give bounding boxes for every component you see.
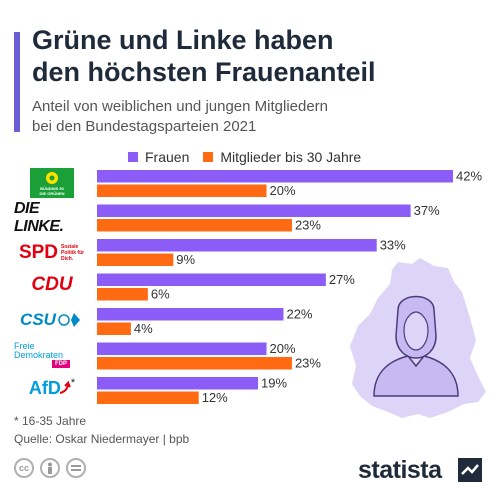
woman-icon xyxy=(373,295,459,397)
value-label-jung-6: 12% xyxy=(202,390,228,405)
license-icons: cc xyxy=(14,458,92,478)
by-icon[interactable] xyxy=(40,458,60,478)
bar-jung-2 xyxy=(97,253,174,266)
value-label-frauen-1: 37% xyxy=(414,203,440,218)
chart-subtitle: Anteil von weiblichen und jungen Mitglie… xyxy=(32,97,492,137)
title-line-1: Grüne und Linke haben xyxy=(32,25,334,55)
legend-label-jung: Mitglieder bis 30 Jahre xyxy=(220,149,362,165)
sunflower-icon xyxy=(46,172,58,184)
logo-afd: AfD * xyxy=(14,373,90,403)
bar-jung-5 xyxy=(97,357,292,370)
legend-swatch-jung xyxy=(203,152,214,162)
bar-frauen-2 xyxy=(97,239,377,252)
chart-legend: Frauen Mitglieder bis 30 Jahre xyxy=(128,148,375,166)
bar-frauen-0 xyxy=(97,170,453,183)
chart-title: Grüne und Linke haben den höchsten Fraue… xyxy=(32,24,492,88)
statista-logo-icon[interactable] xyxy=(458,458,482,482)
legend-swatch-frauen xyxy=(128,152,138,162)
value-label-jung-2: 9% xyxy=(176,252,195,267)
cc-icon[interactable]: cc xyxy=(14,458,34,478)
afd-asterisk: * xyxy=(70,377,76,389)
logo-spd: SPD Soziale Politik für Dich. xyxy=(14,238,90,268)
logo-csu: CSU xyxy=(14,305,90,335)
bar-frauen-4 xyxy=(97,308,284,321)
logo-fdp: Freie Demokraten FDP xyxy=(14,340,90,370)
logo-linke: DIE LINKE. xyxy=(14,200,90,235)
legend-item-jung: Mitglieder bis 30 Jahre xyxy=(203,149,361,165)
csu-logo-text: CSU xyxy=(20,310,56,329)
afd-arrow-icon xyxy=(59,381,71,394)
value-label-jung-0: 20% xyxy=(270,183,296,198)
bar-jung-3 xyxy=(97,288,148,301)
spd-logo-text: SPD xyxy=(18,242,59,263)
bar-frauen-1 xyxy=(97,204,411,217)
fdp-logo-line2: Demokraten xyxy=(14,350,64,360)
cdu-logo-text: CDU xyxy=(31,274,73,295)
title-line-2: den höchsten Frauenanteil xyxy=(32,57,376,87)
bar-frauen-3 xyxy=(97,273,326,286)
value-label-frauen-0: 42% xyxy=(456,169,482,184)
svg-text:BÜNDNIS 90: BÜNDNIS 90 xyxy=(40,186,65,191)
value-label-frauen-4: 22% xyxy=(286,307,312,322)
lion-icon xyxy=(58,313,80,327)
bar-jung-1 xyxy=(97,219,292,232)
subtitle-line-1: Anteil von weiblichen und jungen Mitglie… xyxy=(32,98,329,115)
linke-logo-text: DIE LINKE. xyxy=(14,200,64,235)
fdp-logo-line1: Freie xyxy=(14,341,35,351)
afd-logo-text: AfD xyxy=(28,377,61,398)
legend-label-frauen: Frauen xyxy=(145,149,190,165)
bar-frauen-5 xyxy=(97,342,267,355)
footnote: * 16-35 Jahre xyxy=(14,414,87,428)
value-label-frauen-3: 27% xyxy=(329,272,355,287)
logo-cdu: CDU xyxy=(14,270,90,300)
fdp-logo-badge: FDP xyxy=(52,360,70,368)
logo-gruene: BÜNDNIS 90 DIE GRÜNEN xyxy=(14,168,90,198)
subtitle-line-2: bei den Bundestagsparteien 2021 xyxy=(32,118,257,135)
spd-logo-subtext: Soziale Politik für Dich. xyxy=(61,244,85,262)
value-label-jung-5: 23% xyxy=(295,356,321,371)
gruene-logo: BÜNDNIS 90 DIE GRÜNEN xyxy=(30,168,74,198)
value-label-jung-1: 23% xyxy=(295,218,321,233)
bar-frauen-6 xyxy=(97,377,259,390)
svg-text:DIE GRÜNEN: DIE GRÜNEN xyxy=(39,191,64,196)
statista-brand[interactable]: statista xyxy=(358,456,442,484)
value-label-frauen-2: 33% xyxy=(380,238,406,253)
bar-jung-6 xyxy=(97,391,199,404)
nd-icon[interactable] xyxy=(66,458,86,478)
value-label-jung-4: 4% xyxy=(134,321,153,336)
value-label-frauen-6: 19% xyxy=(261,376,287,391)
bar-jung-0 xyxy=(97,184,267,197)
source-note: Quelle: Oskar Niedermayer | bpb xyxy=(14,432,190,446)
legend-item-frauen: Frauen xyxy=(128,149,189,165)
bar-jung-4 xyxy=(97,322,131,335)
value-label-frauen-5: 20% xyxy=(270,341,296,356)
value-label-jung-3: 6% xyxy=(151,287,170,302)
title-accent-bar xyxy=(14,32,20,132)
